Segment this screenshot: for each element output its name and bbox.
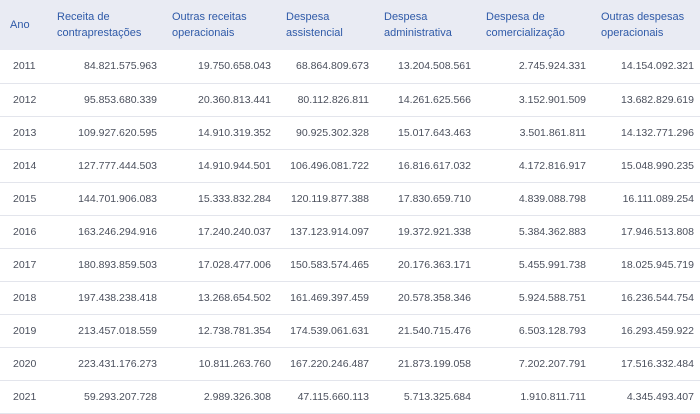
cell-receita-contraprestacoes: 163.246.294.916: [78, 225, 157, 238]
cell-receita-contraprestacoes: 127.777.444.503: [78, 159, 157, 172]
cell-despesa-administrativa: 21.540.715.476: [398, 324, 471, 337]
cell-despesa-comercializacao: 1.910.811.711: [520, 390, 586, 403]
cell-despesa-comercializacao: 7.202.207.791: [518, 357, 586, 370]
cell-outras-receitas: 14.910.319.352: [198, 126, 271, 139]
cell-despesa-administrativa: 14.261.625.566: [398, 93, 471, 106]
cell-despesa-administrativa: 21.873.199.058: [398, 357, 471, 370]
cell-ano: 2016: [13, 225, 37, 238]
cell-outras-receitas: 17.240.240.037: [198, 225, 271, 238]
cell-despesa-assistencial: 167.220.246.487: [290, 357, 369, 370]
cell-receita-contraprestacoes: 180.893.859.503: [78, 258, 157, 271]
cell-ano: 2021: [13, 390, 37, 403]
cell-despesa-comercializacao: 6.503.128.793: [518, 324, 586, 337]
cell-receita-contraprestacoes: 95.853.680.339: [84, 93, 157, 106]
cell-despesa-administrativa: 20.578.358.346: [398, 291, 471, 304]
cell-ano: 2014: [13, 159, 37, 172]
header-row: Ano Receita de contraprestações Outras r…: [0, 0, 700, 50]
cell-receita-contraprestacoes: 109.927.620.595: [78, 126, 157, 139]
cell-ano: 2020: [13, 357, 37, 370]
table-row: 2015 144.701.906.083 15.333.832.284 120.119…: [0, 182, 700, 215]
cell-outras-despesas: 13.682.829.619: [621, 93, 694, 106]
cell-despesa-assistencial: 161.469.397.459: [290, 291, 369, 304]
table-row: 2021 59.293.207.728 2.989.326.308 47.115.66…: [0, 380, 700, 413]
cell-ano: 2013: [13, 126, 37, 139]
cell-outras-despesas: 14.154.092.321: [621, 60, 694, 73]
cell-despesa-assistencial: 120.119.877.388: [290, 192, 369, 205]
cell-receita-contraprestacoes: 84.821.575.963: [84, 60, 157, 73]
cell-despesa-administrativa: 17.830.659.710: [398, 192, 471, 205]
cell-despesa-assistencial: 150.583.574.465: [290, 258, 369, 271]
cell-despesa-assistencial: 80.112.826.811: [297, 93, 369, 106]
cell-outras-receitas: 12.738.781.354: [198, 324, 271, 337]
cell-outras-receitas: 17.028.477.006: [198, 258, 271, 271]
cell-receita-contraprestacoes: 144.701.906.083: [78, 192, 157, 205]
cell-outras-despesas: 17.516.332.484: [621, 357, 694, 370]
cell-outras-despesas: 4.345.493.407: [626, 390, 694, 403]
cell-outras-despesas: 18.025.945.719: [621, 258, 694, 271]
cell-outras-receitas: 10.811.263.760: [198, 357, 271, 370]
cell-receita-contraprestacoes: 197.438.238.418: [78, 291, 157, 304]
cell-outras-despesas: 14.132.771.296: [621, 126, 694, 139]
cell-despesa-comercializacao: 2.745.924.331: [518, 60, 586, 73]
table-row: 2013 109.927.620.595 14.910.319.352 90.925.…: [0, 116, 700, 149]
cell-despesa-assistencial: 137.123.914.097: [290, 225, 369, 238]
cell-despesa-administrativa: 15.017.643.463: [398, 126, 471, 139]
table-row: 2017 180.893.859.503 17.028.477.006 150.583…: [0, 248, 700, 281]
cell-outras-receitas: 19.750.658.043: [198, 60, 271, 73]
cell-outras-receitas: 13.268.654.502: [198, 291, 271, 304]
header-ano[interactable]: Ano: [10, 19, 30, 31]
table-row: 2020 223.431.176.273 10.811.263.760 167.220…: [0, 347, 700, 380]
cell-outras-despesas: 17.946.513.808: [621, 225, 694, 238]
table-row: 2014 127.777.444.503 14.910.944.501 106.496…: [0, 149, 700, 182]
table-row: 2019 213.457.018.559 12.738.781.354 174.539…: [0, 314, 700, 347]
cell-ano: 2011: [13, 60, 36, 73]
header-receita-contraprestacoes[interactable]: Receita de contraprestações: [57, 11, 142, 39]
cell-outras-receitas: 2.989.326.308: [203, 390, 271, 403]
cell-ano: 2019: [13, 324, 37, 337]
cell-despesa-comercializacao: 3.501.861.811: [519, 126, 586, 139]
cell-despesa-assistencial: 174.539.061.631: [290, 324, 369, 337]
table-row: 2018 197.438.238.418 13.268.654.502 161.469…: [0, 281, 700, 314]
table-row: 2012 95.853.680.339 20.360.813.441 80.112.8…: [0, 83, 700, 116]
cell-despesa-assistencial: 47.115.660.113: [297, 390, 369, 403]
header-despesa-assistencial[interactable]: Despesa assistencial: [286, 11, 343, 39]
cell-despesa-administrativa: 16.816.617.032: [398, 159, 471, 172]
table-row: 2016 163.246.294.916 17.240.240.037 137.123…: [0, 215, 700, 248]
cell-despesa-administrativa: 19.372.921.338: [398, 225, 471, 238]
cell-receita-contraprestacoes: 59.293.207.728: [84, 390, 157, 403]
cell-outras-receitas: 14.910.944.501: [198, 159, 271, 172]
cell-outras-despesas: 16.111.089.254: [622, 192, 694, 205]
cell-despesa-assistencial: 90.925.302.328: [296, 126, 369, 139]
cell-despesa-administrativa: 13.204.508.561: [398, 60, 471, 73]
cell-ano: 2017: [13, 258, 37, 271]
table-body: 2011 84.821.575.963 19.750.658.043 68.864.8…: [0, 50, 700, 413]
table-row: 2011 84.821.575.963 19.750.658.043 68.864.8…: [0, 50, 700, 83]
cell-despesa-assistencial: 68.864.809.673: [296, 60, 369, 73]
cell-ano: 2018: [13, 291, 37, 304]
header-despesa-administrativa[interactable]: Despesa administrativa: [384, 11, 452, 39]
table-header: Ano Receita de contraprestações Outras r…: [0, 0, 700, 50]
cell-despesa-comercializacao: 4.172.816.917: [518, 159, 586, 172]
cell-ano: 2015: [13, 192, 37, 205]
cell-outras-receitas: 15.333.832.284: [198, 192, 271, 205]
cell-outras-despesas: 16.293.459.922: [621, 324, 694, 337]
cell-despesa-comercializacao: 5.384.362.883: [518, 225, 586, 238]
cell-despesa-comercializacao: 5.455.991.738: [518, 258, 586, 271]
cell-receita-contraprestacoes: 213.457.018.559: [78, 324, 157, 337]
cell-despesa-assistencial: 106.496.081.722: [290, 159, 369, 172]
cell-ano: 2012: [13, 93, 37, 106]
cell-outras-receitas: 20.360.813.441: [198, 93, 271, 106]
cell-despesa-comercializacao: 5.924.588.751: [518, 291, 586, 304]
header-outras-despesas[interactable]: Outras despesas operacionais: [601, 11, 685, 39]
cell-outras-despesas: 16.236.544.754: [621, 291, 694, 304]
cell-despesa-administrativa: 5.713.325.684: [403, 390, 471, 403]
cell-despesa-comercializacao: 3.152.901.509: [518, 93, 586, 106]
cell-despesa-comercializacao: 4.839.088.798: [518, 192, 586, 205]
header-despesa-comercializacao[interactable]: Despesa de comercialização: [486, 11, 565, 39]
cell-outras-despesas: 15.048.990.235: [621, 159, 694, 172]
cell-despesa-administrativa: 20.176.363.171: [398, 258, 471, 271]
cell-receita-contraprestacoes: 223.431.176.273: [78, 357, 157, 370]
header-outras-receitas[interactable]: Outras receitas operacionais: [172, 11, 247, 39]
